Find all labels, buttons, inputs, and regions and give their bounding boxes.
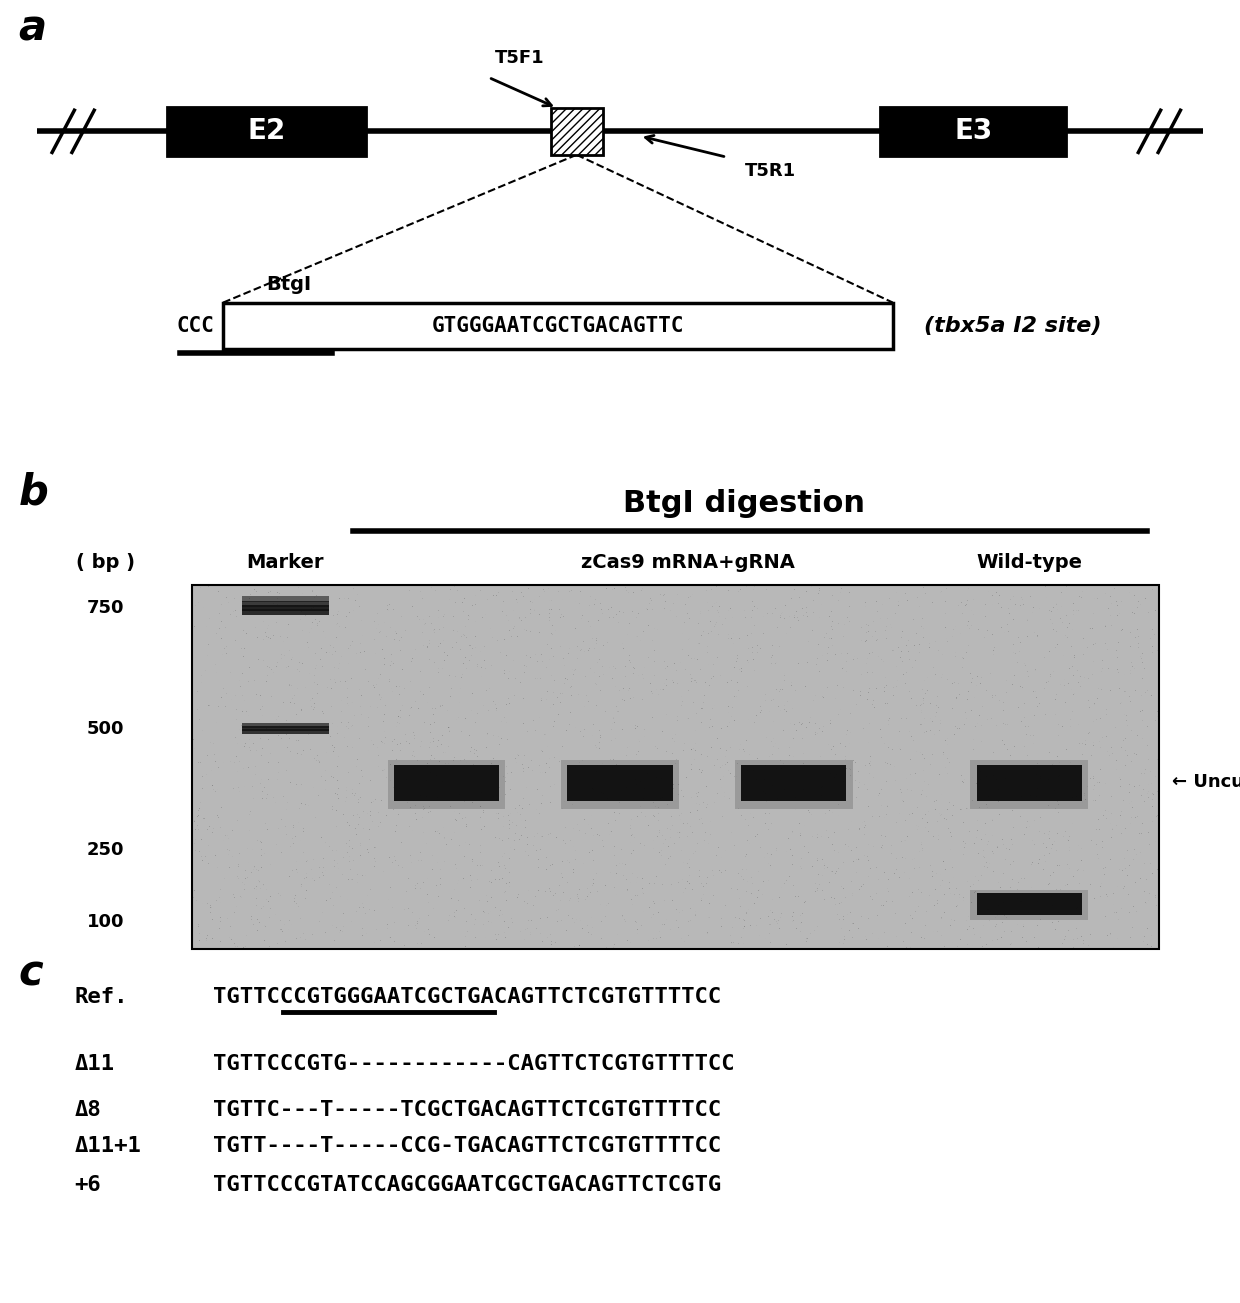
Bar [551,108,603,155]
Text: (tbx5a I2 site): (tbx5a I2 site) [924,317,1101,336]
Bar [394,765,498,800]
Text: TGTTCCCGTG------------CAGTTCTCGTGTTTTCC: TGTTCCCGTG------------CAGTTCTCGTGTTTTCC [213,1054,735,1074]
Text: 750: 750 [87,598,124,616]
Text: a: a [19,7,47,50]
Text: TGTTCCCGTGGGAATCGCTGACAGTTCTCGTGTTTTCC: TGTTCCCGTGGGAATCGCTGACAGTTCTCGTGTTTTCC [213,986,722,1007]
Bar [242,601,329,607]
Text: 250: 250 [87,840,124,859]
Text: ( bp ): ( bp ) [76,554,135,572]
Text: b: b [19,472,48,513]
Bar [388,760,506,809]
Text: TGTTC---T-----TCGCTGACAGTTCTCGTGTTTTCC: TGTTC---T-----TCGCTGACAGTTCTCGTGTTTTCC [213,1100,722,1119]
Bar [242,605,329,611]
Text: Δ11: Δ11 [74,1054,114,1074]
Bar [167,107,366,156]
Text: CCC: CCC [176,317,215,336]
Bar [971,890,1089,920]
Bar [223,302,893,349]
Bar [242,609,329,615]
Text: TGTTCCCGTATCCAGCGGAATCGCTGACAGTTCTCGTG: TGTTCCCGTATCCAGCGGAATCGCTGACAGTTCTCGTG [213,1175,722,1195]
Bar [192,585,1159,950]
Bar [971,760,1089,809]
Bar [977,893,1081,915]
Bar [242,730,329,734]
Text: Wild-type: Wild-type [976,554,1083,572]
Text: T5R1: T5R1 [744,162,796,180]
Bar [977,765,1081,800]
Text: BtgI: BtgI [267,275,311,294]
Bar [880,107,1066,156]
Bar [568,765,672,800]
Text: BtgI digestion: BtgI digestion [622,489,866,517]
Text: Ref.: Ref. [74,986,128,1007]
Bar [242,597,329,602]
Text: Δ11+1: Δ11+1 [74,1136,141,1157]
Text: T5F1: T5F1 [495,50,544,66]
Text: E2: E2 [248,117,285,146]
Text: 100: 100 [87,913,124,932]
Text: +6: +6 [74,1175,102,1195]
Bar [734,760,853,809]
Bar [242,723,329,727]
Text: zCas9 mRNA+gRNA: zCas9 mRNA+gRNA [582,554,795,572]
Bar [242,726,329,731]
Text: ← Uncut: ← Uncut [1172,773,1240,791]
Text: TGTT----T-----CCG-TGACAGTTCTCGTGTTTTCC: TGTT----T-----CCG-TGACAGTTCTCGTGTTTTCC [213,1136,722,1157]
Text: E3: E3 [955,117,992,146]
Bar [742,765,847,800]
Text: Δ8: Δ8 [74,1100,102,1119]
Text: GTGGGAATCGCTGACAGTTC: GTGGGAATCGCTGACAGTTC [432,317,684,336]
Bar [560,760,680,809]
Text: c: c [19,952,43,995]
Text: Marker: Marker [247,554,324,572]
Text: 500: 500 [87,719,124,737]
